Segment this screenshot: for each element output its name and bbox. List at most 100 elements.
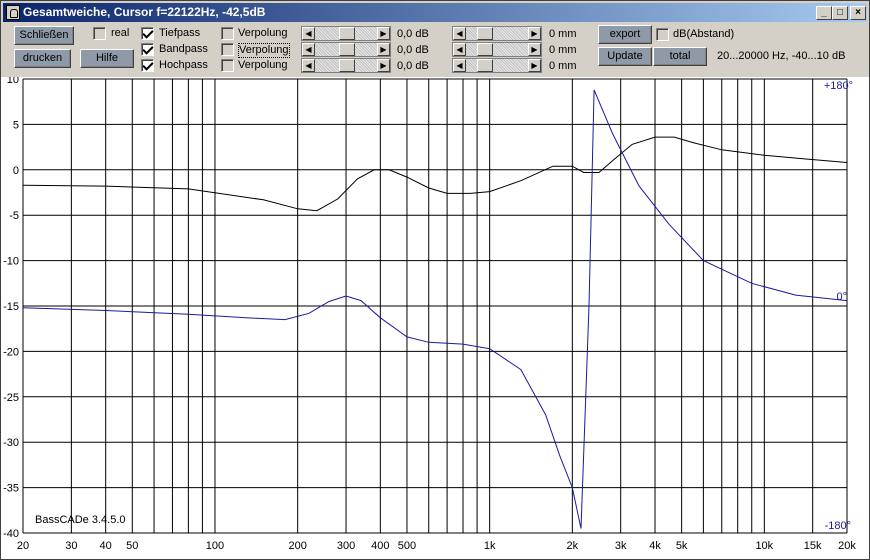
x-tick-label: 10k (755, 540, 773, 552)
print-button[interactable]: drucken (14, 49, 71, 68)
highpass-level-value: 0,0 dB (397, 60, 429, 72)
x-tick-label: 100 (206, 540, 224, 552)
dbdistance-label: dB(Abstand) (673, 28, 735, 40)
slider-thumb[interactable] (477, 59, 493, 72)
phase-top-label: +180° (824, 80, 853, 92)
lowpass-polarity-checkbox[interactable] (221, 27, 234, 40)
phase-bottom-label: -180° (825, 520, 851, 532)
arrow-left-icon[interactable]: ◀ (302, 27, 315, 40)
chart-grid (22, 78, 848, 534)
y-tick-label: 10 (7, 77, 19, 86)
real-checkbox[interactable] (93, 27, 106, 40)
x-tick-label: 1k (484, 540, 496, 552)
lowpass-level-slider[interactable]: ◀ ▶ (301, 26, 391, 41)
lowpass-checkbox[interactable] (141, 27, 154, 40)
real-label: real (111, 27, 130, 39)
slider-thumb[interactable] (339, 43, 355, 56)
maximize-button[interactable]: □ (832, 6, 848, 20)
highpass-distance-value: 0 mm (549, 60, 577, 72)
arrow-right-icon[interactable]: ▶ (528, 59, 541, 72)
frequency-response-chart[interactable]: 10 5 0 -5 -10 -15 -20 -25 -30 -35 -40 20 30 40 50 100 2… (1, 77, 869, 559)
phase-curve (22, 89, 848, 529)
bandpass-polarity-label: Verpolung (238, 43, 290, 58)
arrow-right-icon[interactable]: ▶ (528, 43, 541, 56)
bandpass-level-slider[interactable]: ◀ ▶ (301, 42, 391, 57)
update-button[interactable]: Update (598, 47, 652, 66)
x-tick-label: 400 (371, 540, 389, 552)
export-button[interactable]: export (598, 25, 652, 44)
close-window-button[interactable]: × (850, 6, 866, 20)
arrow-right-icon[interactable]: ▶ (377, 43, 390, 56)
dbdistance-checkbox[interactable] (656, 28, 669, 41)
x-tick-label: 4k (649, 540, 661, 552)
highpass-checkbox[interactable] (141, 59, 154, 72)
y-tick-label: -30 (3, 437, 19, 449)
y-tick-label: -35 (3, 483, 19, 495)
highpass-label: Hochpass (159, 59, 208, 71)
x-tick-label: 15k (804, 540, 822, 552)
x-tick-label: 50 (126, 540, 138, 552)
y-tick-label: 5 (13, 119, 19, 131)
bandpass-polarity-checkbox[interactable] (221, 43, 234, 56)
lowpass-distance-slider[interactable]: ◀ ▶ (452, 26, 542, 41)
x-tick-label: 20 (17, 540, 29, 552)
y-tick-label: -20 (3, 346, 19, 358)
phase-mid-label: 0° (836, 291, 847, 303)
lowpass-label: Tiefpass (159, 27, 201, 39)
window-title: Gesamtweiche, Cursor f=22122Hz, -42,5dB (23, 5, 266, 19)
x-tick-label: 20k (838, 540, 856, 552)
y-tick-label: -10 (3, 256, 19, 268)
x-tick-label: 5k (676, 540, 688, 552)
x-tick-label: 3k (615, 540, 627, 552)
slider-thumb[interactable] (339, 27, 355, 40)
watermark: BassCADe 3.4.5.0 (35, 514, 126, 526)
y-tick-label: -40 (3, 528, 19, 540)
app-icon[interactable] (6, 5, 20, 20)
highpass-polarity-label: Verpolung (238, 59, 288, 71)
y-tick-labels: 10 5 0 -5 -10 -15 -20 -25 -30 -35 -40 (3, 77, 19, 540)
x-tick-label: 30 (65, 540, 77, 552)
minimize-button[interactable]: _ (816, 6, 832, 20)
help-button[interactable]: Hilfe (80, 49, 134, 68)
arrow-left-icon[interactable]: ◀ (302, 59, 315, 72)
bandpass-distance-value: 0 mm (549, 44, 577, 56)
x-tick-label: 300 (337, 540, 355, 552)
arrow-left-icon[interactable]: ◀ (302, 43, 315, 56)
y-tick-label: -25 (3, 392, 19, 404)
arrow-left-icon[interactable]: ◀ (453, 59, 466, 72)
y-tick-label: -5 (9, 210, 19, 222)
arrow-right-icon[interactable]: ▶ (528, 27, 541, 40)
x-tick-label: 200 (288, 540, 306, 552)
arrow-right-icon[interactable]: ▶ (377, 59, 390, 72)
title-bar: Gesamtweiche, Cursor f=22122Hz, -42,5dB … (3, 3, 867, 22)
bandpass-distance-slider[interactable]: ◀ ▶ (452, 42, 542, 57)
bandpass-checkbox[interactable] (141, 43, 154, 56)
range-info: 20...20000 Hz, -40...10 dB (717, 50, 846, 62)
magnitude-curve (22, 136, 848, 212)
lowpass-distance-value: 0 mm (549, 28, 577, 40)
slider-thumb[interactable] (477, 27, 493, 40)
bandpass-level-value: 0,0 dB (397, 44, 429, 56)
lowpass-polarity-label: Verpolung (238, 27, 288, 39)
slider-thumb[interactable] (477, 43, 493, 56)
highpass-level-slider[interactable]: ◀ ▶ (301, 58, 391, 73)
arrow-left-icon[interactable]: ◀ (453, 27, 466, 40)
close-button[interactable]: Schließen (14, 26, 74, 45)
x-tick-label: 2k (567, 540, 579, 552)
x-tick-labels: 20 30 40 50 100 200 300 400 500 1k 2k 3k 4k 5k 10k 15k 2… (17, 540, 856, 552)
bandpass-label: Bandpass (159, 43, 208, 55)
arrow-left-icon[interactable]: ◀ (453, 43, 466, 56)
arrow-right-icon[interactable]: ▶ (377, 27, 390, 40)
x-tick-label: 40 (100, 540, 112, 552)
lowpass-level-value: 0,0 dB (397, 28, 429, 40)
slider-thumb[interactable] (339, 59, 355, 72)
highpass-distance-slider[interactable]: ◀ ▶ (452, 58, 542, 73)
x-tick-label: 500 (398, 540, 416, 552)
y-tick-label: 0 (13, 165, 19, 177)
chart-series (22, 89, 848, 529)
total-button[interactable]: total (653, 47, 707, 66)
highpass-polarity-checkbox[interactable] (221, 59, 234, 72)
y-tick-label: -15 (3, 301, 19, 313)
